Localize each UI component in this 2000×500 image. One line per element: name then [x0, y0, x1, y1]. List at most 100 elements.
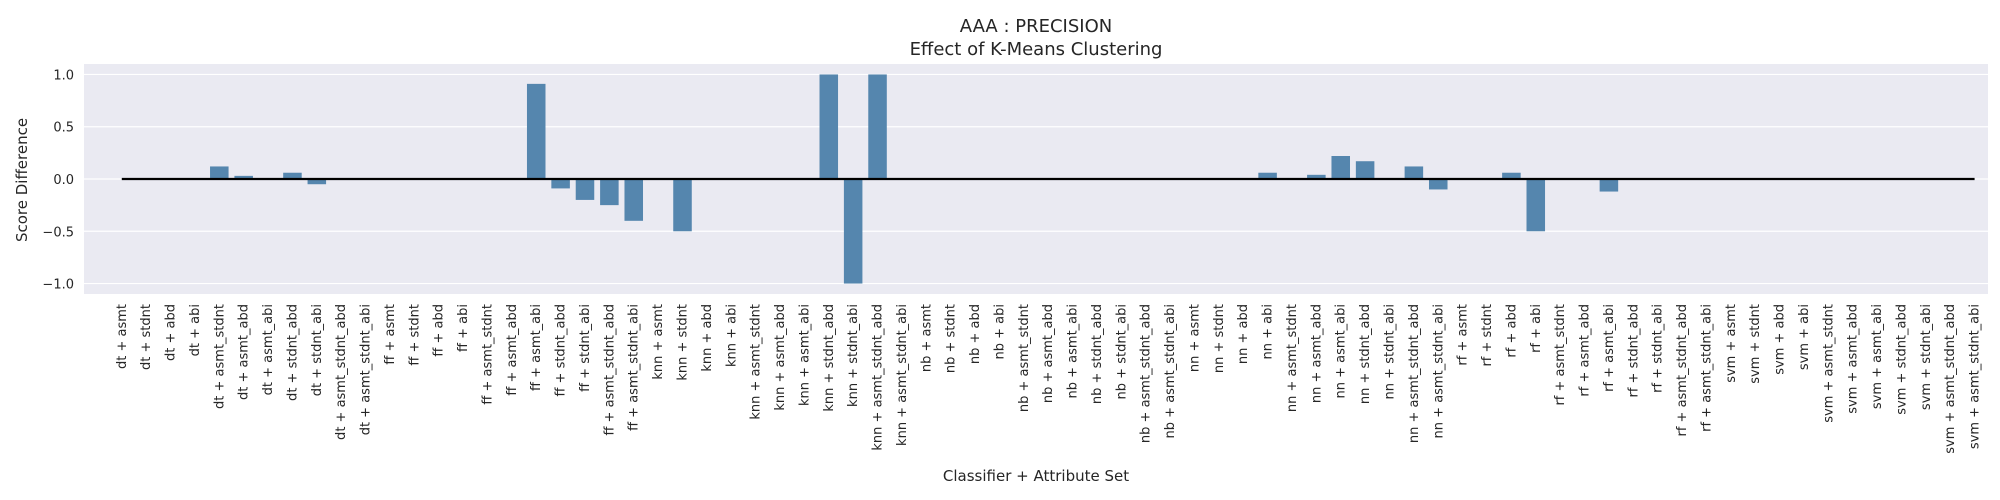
- x-tick-label: rf + stdnt_abd: [1626, 304, 1641, 398]
- x-tick-label: nn + asmt_abi: [1334, 304, 1349, 398]
- bar: [673, 179, 692, 232]
- x-tick-label: svm + asmt_abd: [1846, 304, 1861, 414]
- x-tick-label: knn + stdnt_abi: [846, 304, 861, 407]
- x-tick-label: nn + asmt: [1188, 304, 1203, 372]
- y-tick-label: −1.0: [42, 278, 74, 293]
- x-tick-label: rf + asmt_stdnt: [1553, 304, 1568, 406]
- bar: [819, 74, 839, 179]
- x-tick-label: rf + asmt_stdnt_abd: [1675, 304, 1690, 437]
- x-tick-label: ff + asmt_stdnt: [481, 304, 496, 405]
- bar: [1599, 179, 1619, 192]
- x-tick-label: nn + asmt_stdnt: [1285, 304, 1300, 412]
- x-tick-label: nb + asmt_stdnt: [1017, 304, 1032, 412]
- x-tick-label: dt + asmt_stdnt: [212, 304, 227, 409]
- x-tick-label: knn + asmt_abi: [797, 304, 812, 406]
- x-tick-label: ff + stdnt_abi: [578, 304, 593, 392]
- x-tick-label: ff + asmt_stdnt_abi: [627, 304, 642, 431]
- chart-subtitle: Effect of K-Means Clustering: [910, 39, 1163, 60]
- y-axis-label: Score Difference: [13, 118, 31, 242]
- bar: [1404, 166, 1424, 179]
- bar: [1258, 172, 1277, 179]
- x-tick-label: nb + stdnt_abi: [1114, 304, 1129, 399]
- x-tick-label: ff + asmt_stdnt_abd: [602, 304, 617, 436]
- x-tick-label: dt + abd: [164, 304, 179, 361]
- x-tick-label: svm + asmt_stdnt: [1821, 304, 1836, 423]
- x-tick-label: knn + stdnt: [676, 304, 691, 381]
- x-tick-label: knn + abd: [700, 304, 715, 372]
- x-tick-label: ff + stdnt: [407, 304, 422, 366]
- x-tick-label: nb + asmt_abi: [1066, 304, 1081, 398]
- x-tick-label: nn + abd: [1236, 304, 1251, 364]
- x-tick-label: knn + asmt_abd: [773, 304, 788, 411]
- x-tick-label: knn + asmt_stdnt: [749, 304, 764, 420]
- x-tick-label: nb + stdnt: [944, 304, 959, 373]
- x-tick-label: ff + asmt_abd: [505, 304, 520, 396]
- x-tick-label: knn + asmt: [651, 304, 666, 380]
- x-tick-label: nn + asmt_abd: [1309, 304, 1324, 403]
- x-tick-label: ff + stdnt_abd: [554, 304, 569, 397]
- x-tick-label: svm + asmt_stdnt_abd: [1943, 304, 1958, 454]
- bar: [600, 179, 619, 206]
- x-tick-label: nn + asmt_stdnt_abd: [1407, 304, 1422, 443]
- x-tick-label: svm + asmt: [1724, 304, 1739, 383]
- x-tick-label: dt + stdnt_abi: [310, 304, 325, 396]
- bar: [1331, 156, 1351, 179]
- x-tick-label: nn + stdnt_abd: [1358, 304, 1373, 404]
- bar: [868, 74, 887, 179]
- x-tick-label: dt + asmt_abd: [237, 304, 252, 400]
- bar: [551, 179, 570, 189]
- bar: [210, 166, 229, 179]
- y-tick-label: 0.0: [53, 173, 74, 188]
- x-tick-label: rf + asmt_abd: [1578, 304, 1593, 397]
- chart-title: AAA : PRECISION: [960, 16, 1112, 37]
- x-tick-label: ff + abi: [456, 304, 471, 352]
- x-tick-label: nb + asmt: [919, 304, 934, 372]
- x-tick-label: dt + abi: [188, 304, 203, 356]
- x-axis-ticks: dt + asmt dt + stdnt dt + abd dt + abi dt + …: [115, 304, 1983, 454]
- x-tick-label: nb + asmt_stdnt_abd: [1139, 304, 1154, 443]
- bar: [1355, 161, 1375, 179]
- x-tick-label: nn + asmt_stdnt_abi: [1431, 304, 1446, 438]
- x-tick-label: ff + abd: [432, 304, 447, 357]
- bars: [210, 74, 1619, 284]
- x-tick-label: knn + abi: [724, 304, 739, 367]
- bar: [1307, 174, 1326, 179]
- bar: [1526, 179, 1546, 232]
- x-tick-label: svm + asmt_stdnt_abi: [1968, 304, 1983, 449]
- x-tick-label: nn + stdnt: [1212, 304, 1227, 373]
- x-tick-label: nb + stdnt_abd: [1090, 304, 1105, 404]
- bar: [307, 179, 327, 185]
- x-tick-label: dt + asmt_stdnt_abi: [359, 304, 374, 435]
- x-tick-label: rf + stdnt_abi: [1651, 304, 1666, 393]
- bar: [843, 179, 863, 284]
- bar: [624, 179, 644, 221]
- x-tick-label: dt + asmt: [115, 304, 130, 369]
- x-tick-label: rf + stdnt: [1480, 304, 1495, 367]
- x-tick-label: rf + asmt: [1456, 304, 1471, 366]
- x-tick-label: dt + stdnt_abd: [285, 304, 300, 401]
- bar: [1502, 172, 1521, 179]
- x-tick-label: svm + stdnt_abi: [1919, 304, 1934, 410]
- x-tick-label: dt + asmt_stdnt_abd: [334, 304, 349, 440]
- x-tick-label: knn + stdnt_abd: [822, 304, 837, 412]
- y-axis-ticks: −1.0 −0.5 0.0 0.5 1.0: [42, 68, 74, 292]
- bar: [1428, 179, 1448, 190]
- bar: [526, 83, 546, 179]
- bar: [283, 172, 302, 179]
- y-tick-label: 0.5: [53, 121, 74, 136]
- bar: [575, 179, 595, 200]
- bar: [234, 175, 253, 179]
- x-tick-label: nn + stdnt_abi: [1383, 304, 1398, 399]
- x-tick-label: nb + abi: [992, 304, 1007, 359]
- x-tick-label: svm + stdnt_abd: [1895, 304, 1910, 415]
- x-tick-label: svm + abi: [1797, 304, 1812, 370]
- x-tick-label: rf + abi: [1529, 304, 1544, 353]
- y-tick-label: 1.0: [53, 68, 74, 83]
- x-tick-label: nn + abi: [1261, 304, 1276, 359]
- y-tick-label: −0.5: [42, 225, 74, 240]
- x-tick-label: rf + abd: [1504, 304, 1519, 358]
- x-tick-label: nb + asmt_stdnt_abi: [1163, 304, 1178, 438]
- x-tick-label: svm + abd: [1773, 304, 1788, 375]
- x-tick-label: ff + asmt: [383, 304, 398, 365]
